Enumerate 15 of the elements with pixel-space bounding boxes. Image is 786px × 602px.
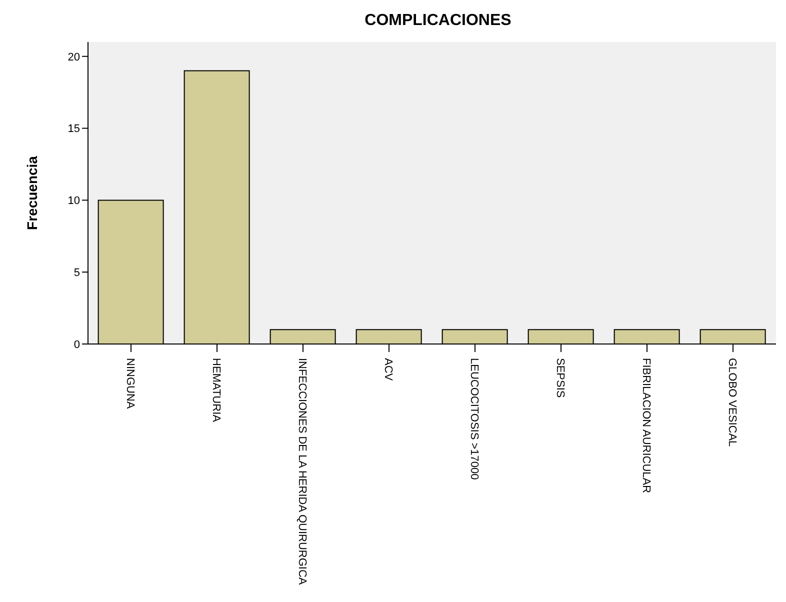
y-tick-label: 15 [68, 123, 80, 136]
chart-title: COMPLICACIONES [364, 11, 512, 31]
x-tick-label: SEPSIS [554, 358, 566, 398]
y-tick-label: 0 [74, 338, 80, 351]
x-tick-label: GLOBO VESICAL [726, 358, 738, 447]
x-tick-label: INFECCIONES DE LA HERIDA QUIRURGICA [296, 358, 308, 586]
y-tick-label: 10 [68, 195, 80, 208]
y-tick-label: 20 [68, 51, 80, 64]
x-tick-label: NINGUNA [124, 358, 136, 410]
x-tick-label: HEMATURIA [210, 358, 222, 423]
x-tick-label: FIBRILACION AURICULAR [640, 358, 652, 494]
x-tick-label: ACV [382, 358, 394, 382]
y-tick-label: 5 [74, 267, 80, 279]
x-tick-label: LEUCOCITOSIS >17000 [468, 358, 480, 480]
y-axis-title: Frecuencia [24, 156, 40, 230]
